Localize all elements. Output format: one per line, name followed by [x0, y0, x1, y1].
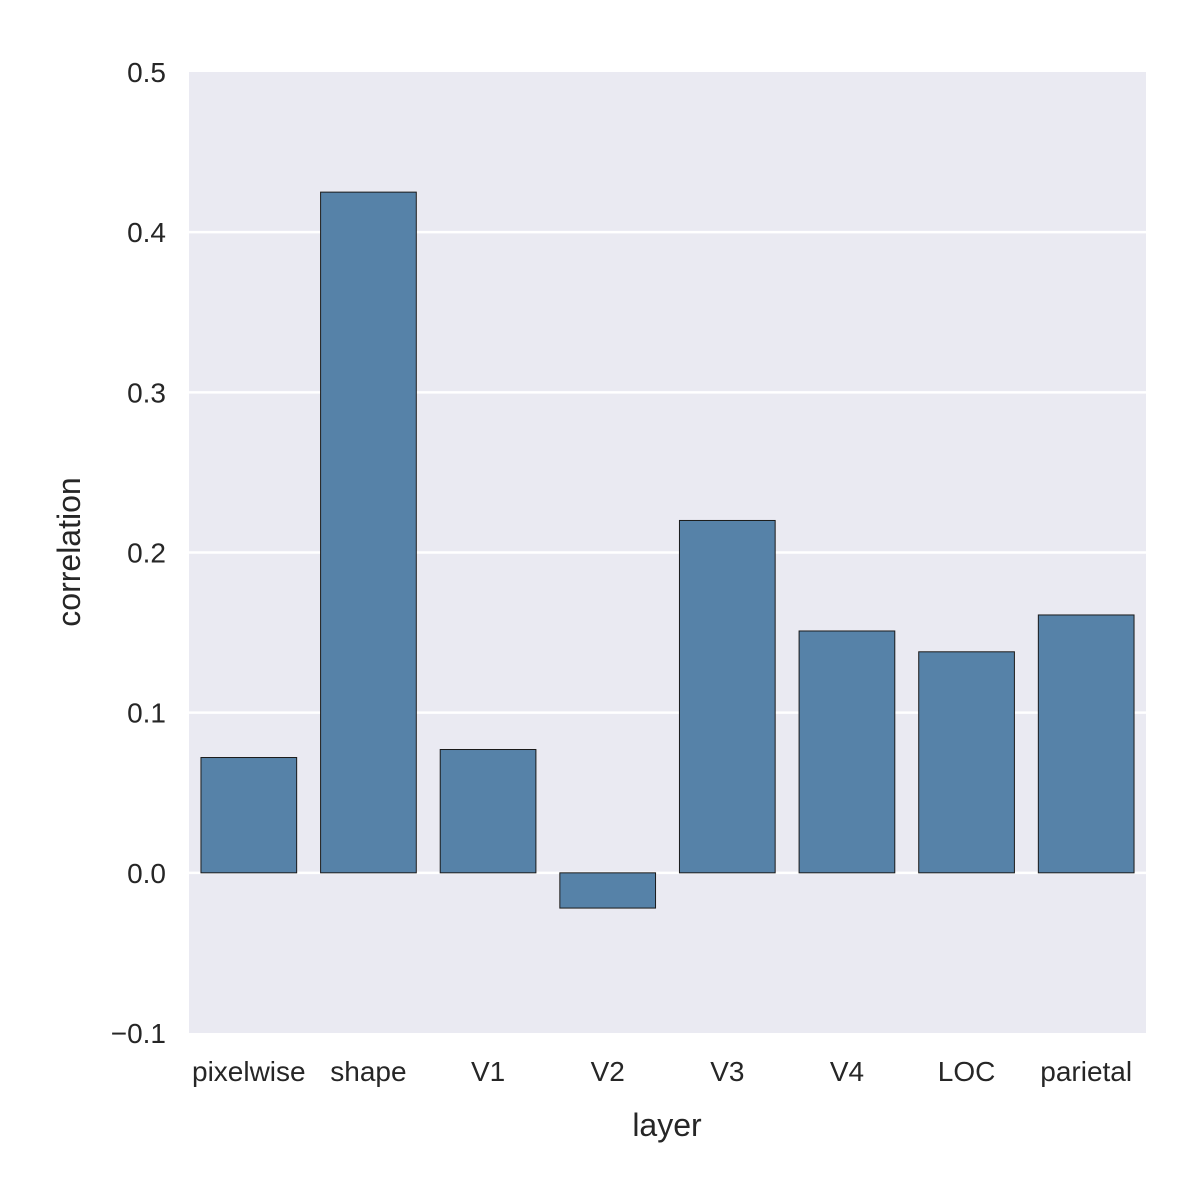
bar-parietal [1037, 614, 1135, 874]
x-axis-label: layer [632, 1107, 702, 1143]
x-tick-label: V3 [710, 1056, 744, 1087]
x-tick-label: parietal [1040, 1056, 1132, 1087]
bar-v4 [798, 630, 896, 874]
x-tick-label: pixelwise [192, 1056, 306, 1087]
x-tick-labels: pixelwise shape V1 V2 V3 V4 LOC parietal [192, 1056, 1132, 1087]
y-tick-labels: −0.1 0.0 0.1 0.2 0.3 0.4 0.5 [111, 57, 166, 1049]
y-tick-label: 0.2 [127, 538, 166, 569]
bar-loc [918, 651, 1015, 874]
y-tick-label: 0.4 [127, 217, 166, 248]
x-tick-label: shape [330, 1056, 406, 1087]
x-tick-label: V4 [830, 1056, 864, 1087]
y-axis-label: correlation [51, 477, 87, 626]
bars [200, 191, 1135, 909]
bar-v1 [439, 749, 537, 874]
x-tick-label: LOC [938, 1056, 996, 1087]
x-tick-label: V1 [471, 1056, 505, 1087]
bar-pixelwise [200, 757, 298, 874]
bar-v3 [678, 519, 776, 874]
bar-shape [320, 191, 417, 874]
x-tick-label: V2 [591, 1056, 625, 1087]
y-tick-label: −0.1 [111, 1018, 166, 1049]
bar-v2 [559, 872, 657, 909]
y-tick-label: 0.5 [127, 57, 166, 88]
y-tick-label: 0.0 [127, 858, 166, 889]
y-tick-label: 0.1 [127, 698, 166, 729]
y-tick-label: 0.3 [127, 377, 166, 408]
